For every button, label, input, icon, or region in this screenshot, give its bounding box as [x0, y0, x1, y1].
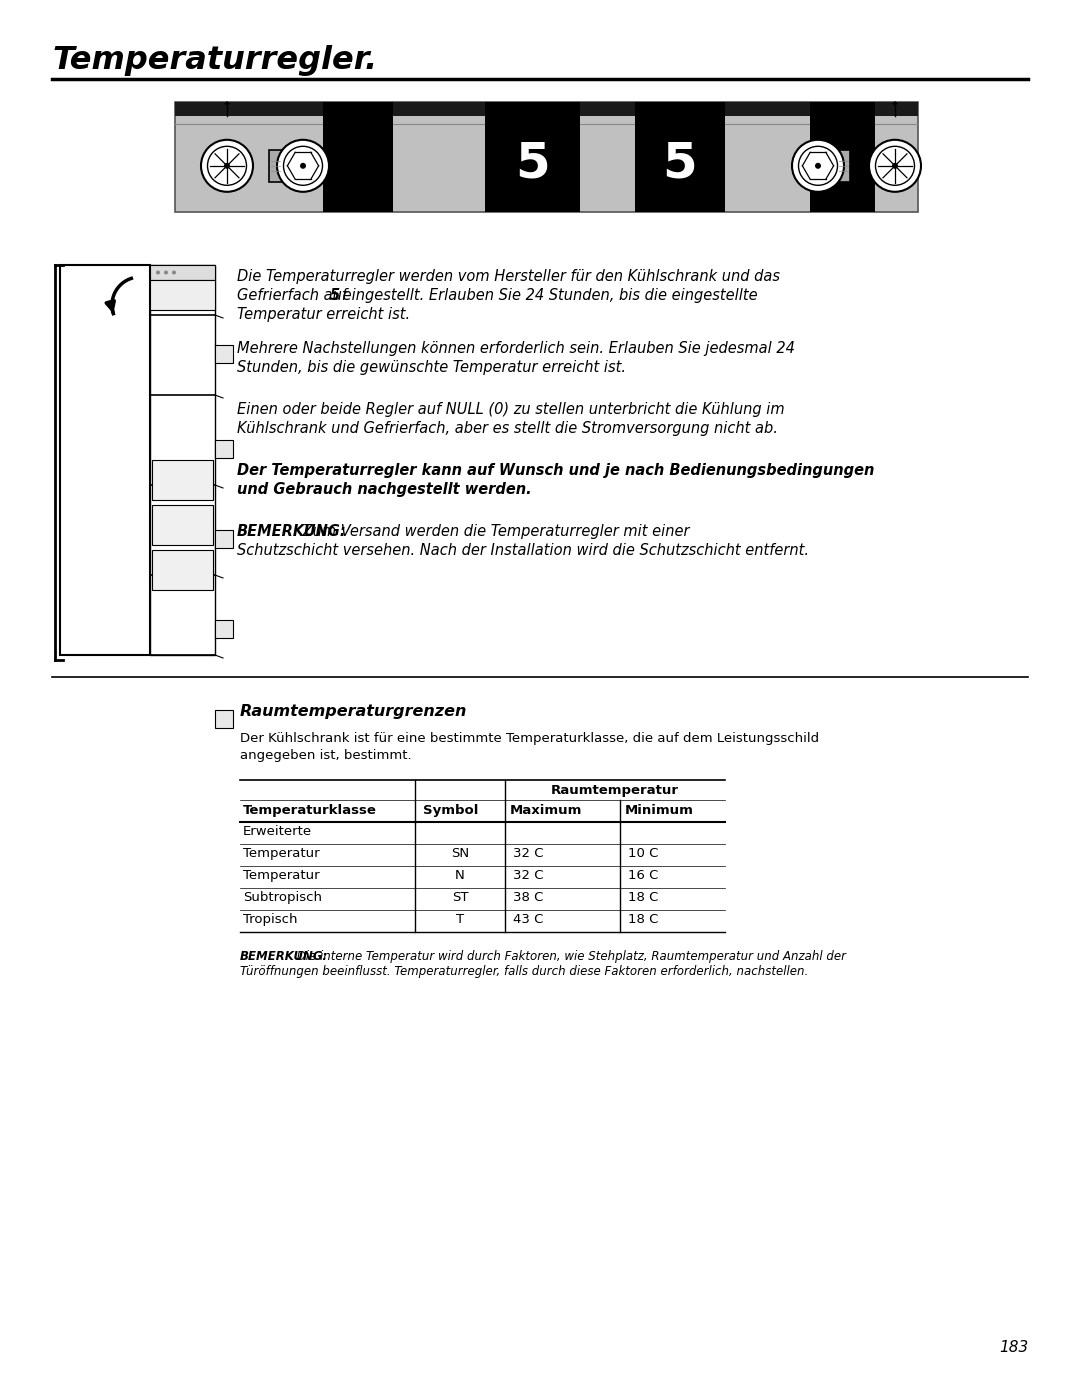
- Bar: [150, 279, 215, 310]
- Text: 5: 5: [515, 140, 550, 187]
- Bar: [152, 504, 213, 545]
- Text: Temperaturregler.: Temperaturregler.: [52, 45, 377, 75]
- Text: Kühlschrank und Gefrierfach, aber es stellt die Stromversorgung nicht ab.: Kühlschrank und Gefrierfach, aber es ste…: [237, 420, 778, 436]
- Text: Der Temperaturregler kann auf Wunsch und je nach Bedienungsbedingungen: Der Temperaturregler kann auf Wunsch und…: [237, 462, 875, 478]
- Bar: [60, 265, 150, 655]
- Text: Temperatur: Temperatur: [243, 847, 320, 861]
- Text: Erweiterte: Erweiterte: [243, 826, 312, 838]
- Text: 18 C: 18 C: [627, 891, 659, 904]
- Text: 18 C: 18 C: [627, 914, 659, 926]
- Circle shape: [869, 140, 921, 191]
- Text: BEMERKUNG:: BEMERKUNG:: [240, 950, 328, 963]
- Text: 38 C: 38 C: [513, 891, 543, 904]
- Text: 5: 5: [330, 288, 340, 303]
- Bar: [215, 620, 233, 638]
- Bar: [152, 460, 213, 500]
- Text: Raumtemperaturgrenzen: Raumtemperaturgrenzen: [240, 704, 468, 719]
- Text: ST: ST: [451, 891, 469, 904]
- Circle shape: [876, 147, 915, 186]
- Text: Temperaturklasse: Temperaturklasse: [243, 805, 377, 817]
- Circle shape: [283, 147, 323, 186]
- Bar: [215, 529, 233, 548]
- Text: Der Kühlschrank ist für eine bestimmte Temperaturklasse, die auf dem Leistungssc: Der Kühlschrank ist für eine bestimmte T…: [240, 732, 819, 745]
- Circle shape: [300, 163, 306, 169]
- Text: und Gebrauch nachgestellt werden.: und Gebrauch nachgestellt werden.: [237, 482, 531, 497]
- Text: 5: 5: [663, 140, 698, 187]
- Circle shape: [815, 163, 821, 169]
- Text: Subtropisch: Subtropisch: [243, 891, 322, 904]
- Text: 183: 183: [999, 1340, 1028, 1355]
- Text: Mehrere Nachstellungen können erforderlich sein. Erlauben Sie jedesmal 24: Mehrere Nachstellungen können erforderli…: [237, 341, 795, 356]
- Circle shape: [201, 140, 253, 191]
- Bar: [810, 102, 875, 212]
- Bar: [323, 102, 393, 212]
- Text: N: N: [455, 869, 464, 882]
- Text: Temperatur: Temperatur: [243, 869, 320, 882]
- Polygon shape: [224, 101, 230, 105]
- Text: Tropisch: Tropisch: [243, 914, 297, 926]
- Text: 32 C: 32 C: [513, 847, 543, 861]
- Circle shape: [172, 271, 176, 274]
- Text: Türöffnungen beeinflusst. Temperaturregler, falls durch diese Faktoren erforderl: Türöffnungen beeinflusst. Temperaturregl…: [240, 965, 808, 978]
- Text: Stunden, bis die gewünschte Temperatur erreicht ist.: Stunden, bis die gewünschte Temperatur e…: [237, 360, 626, 376]
- Bar: [485, 102, 580, 212]
- Bar: [152, 550, 213, 590]
- Text: T: T: [456, 914, 464, 926]
- Bar: [150, 265, 215, 655]
- Text: Schutzschicht versehen. Nach der Installation wird die Schutzschicht entfernt.: Schutzschicht versehen. Nach der Install…: [237, 542, 809, 557]
- Bar: [215, 710, 233, 728]
- Polygon shape: [892, 101, 897, 105]
- Text: 16 C: 16 C: [627, 869, 659, 882]
- Text: eingestellt. Erlauben Sie 24 Stunden, bis die eingestellte: eingestellt. Erlauben Sie 24 Stunden, bi…: [338, 288, 758, 303]
- Circle shape: [164, 271, 168, 274]
- Bar: [837, 149, 850, 182]
- Circle shape: [792, 140, 843, 191]
- Bar: [175, 102, 918, 116]
- Text: Gefrierfach auf: Gefrierfach auf: [237, 288, 352, 303]
- Text: Zum Versand werden die Temperaturregler mit einer: Zum Versand werden die Temperaturregler …: [298, 524, 689, 539]
- Text: 43 C: 43 C: [513, 914, 543, 926]
- Text: Die interne Temperatur wird durch Faktoren, wie Stehplatz, Raumtemperatur und An: Die interne Temperatur wird durch Faktor…: [293, 950, 846, 963]
- Text: Symbol: Symbol: [423, 805, 478, 817]
- Bar: [635, 102, 725, 212]
- Bar: [150, 265, 215, 279]
- Bar: [215, 345, 233, 363]
- Circle shape: [276, 140, 329, 191]
- Text: Die Temperaturregler werden vom Hersteller für den Kühlschrank und das: Die Temperaturregler werden vom Herstell…: [237, 270, 780, 284]
- Text: 32 C: 32 C: [513, 869, 543, 882]
- Bar: [175, 102, 918, 212]
- Text: Temperatur erreicht ist.: Temperatur erreicht ist.: [237, 307, 410, 321]
- Text: 10 C: 10 C: [627, 847, 659, 861]
- Text: BEMERKUNG:: BEMERKUNG:: [237, 524, 347, 539]
- Bar: [215, 440, 233, 458]
- Text: Minimum: Minimum: [625, 805, 693, 817]
- Text: Maximum: Maximum: [510, 805, 582, 817]
- Text: Einen oder beide Regler auf NULL (0) zu stellen unterbricht die Kühlung im: Einen oder beide Regler auf NULL (0) zu …: [237, 402, 785, 416]
- Circle shape: [156, 271, 160, 274]
- Circle shape: [892, 163, 897, 169]
- Bar: [269, 149, 282, 182]
- Circle shape: [224, 163, 230, 169]
- Text: angegeben ist, bestimmt.: angegeben ist, bestimmt.: [240, 749, 411, 761]
- Circle shape: [207, 147, 246, 186]
- Circle shape: [798, 147, 837, 186]
- Text: Raumtemperatur: Raumtemperatur: [551, 784, 679, 798]
- Text: SN: SN: [451, 847, 469, 861]
